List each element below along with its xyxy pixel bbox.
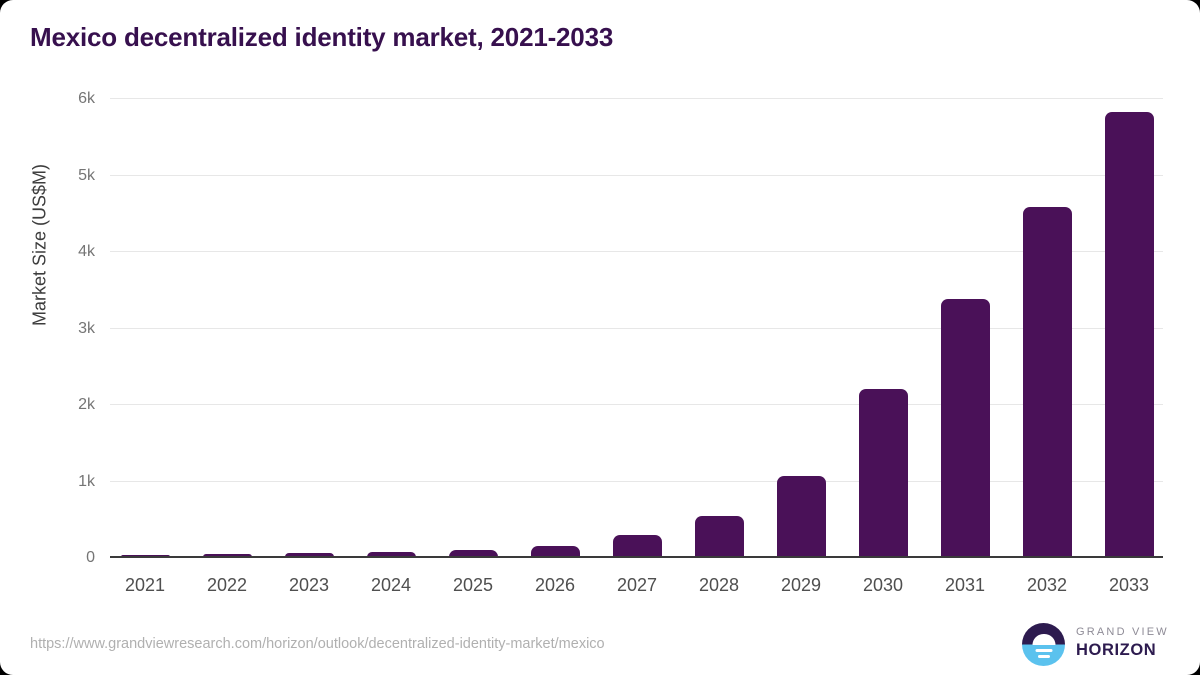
gridline-1k xyxy=(110,481,1163,482)
x-tick-2029: 2029 xyxy=(780,575,822,595)
logo-horizon-text: HORIZON xyxy=(1076,641,1157,659)
bar-2029 xyxy=(777,476,826,557)
bar-2030 xyxy=(859,389,908,557)
chart-title: Mexico decentralized identity market, 20… xyxy=(30,22,614,52)
x-tick-2026: 2026 xyxy=(534,575,576,595)
bar-chart: Market Size (US$M) 0 1k 2k 3k 4k 5k 6k 2021 202… xyxy=(30,90,1163,595)
gridline-6k xyxy=(110,98,1163,99)
y-tick-1k: 1k xyxy=(78,473,95,490)
y-tick-4k: 4k xyxy=(78,243,95,260)
gridline-2k xyxy=(110,404,1163,405)
y-tick-6k: 6k xyxy=(78,90,95,107)
gridline-3k xyxy=(110,328,1163,329)
x-tick-2030: 2030 xyxy=(862,575,904,595)
x-tick-2025: 2025 xyxy=(452,575,494,595)
y-tick-2k: 2k xyxy=(78,396,95,413)
x-tick-2028: 2028 xyxy=(698,575,740,595)
bar-2022 xyxy=(203,554,252,557)
x-tick-2033: 2033 xyxy=(1108,575,1150,595)
source-url: https://www.grandviewresearch.com/horizo… xyxy=(30,636,605,652)
x-tick-2023: 2023 xyxy=(288,575,330,595)
grand-view-horizon-logo: GRAND VIEW HORIZON xyxy=(1020,620,1170,668)
logo-text: GRAND VIEW HORIZON xyxy=(1076,626,1169,660)
y-tick-0: 0 xyxy=(86,549,95,566)
gridline-5k xyxy=(110,175,1163,176)
x-tick-2022: 2022 xyxy=(206,575,248,595)
bar-2025 xyxy=(449,550,498,557)
bar-2028 xyxy=(695,516,744,557)
bar-2032 xyxy=(1023,207,1072,557)
x-axis-line xyxy=(110,556,1163,558)
logo-grand-view-text: GRAND VIEW xyxy=(1076,626,1169,638)
horizon-reflection-line xyxy=(1037,654,1050,658)
bar-2027 xyxy=(613,535,662,557)
horizon-sun-icon xyxy=(1022,623,1065,666)
bar-2024 xyxy=(367,552,416,557)
horizon-sun-dome xyxy=(1032,633,1055,645)
y-tick-5k: 5k xyxy=(78,167,95,184)
x-tick-2031: 2031 xyxy=(944,575,986,595)
x-tick-2021: 2021 xyxy=(124,575,166,595)
x-tick-2032: 2032 xyxy=(1026,575,1068,595)
x-tick-2024: 2024 xyxy=(370,575,412,595)
x-tick-2027: 2027 xyxy=(616,575,658,595)
gridline-4k xyxy=(110,251,1163,252)
bar-2023 xyxy=(285,553,334,557)
bar-2033 xyxy=(1105,112,1154,557)
bar-2026 xyxy=(531,546,580,557)
horizon-reflection-line xyxy=(1035,649,1052,652)
bar-2031 xyxy=(941,299,990,557)
y-tick-3k: 3k xyxy=(78,320,95,337)
